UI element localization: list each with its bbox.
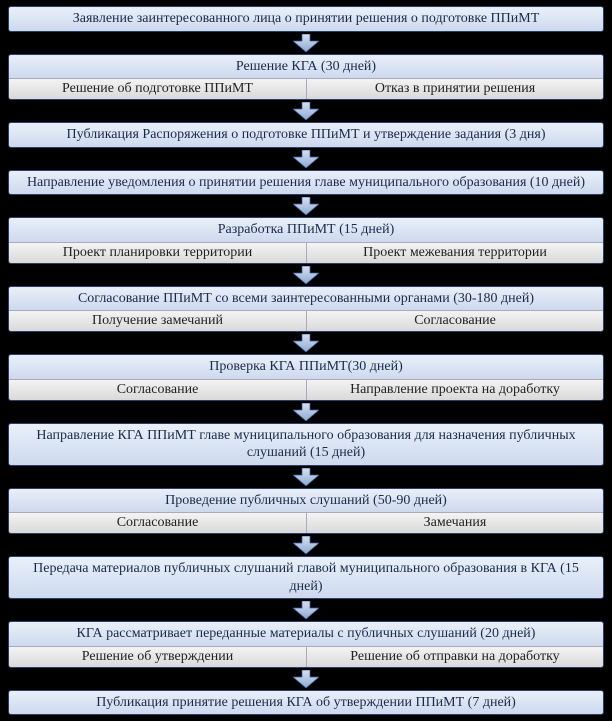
node-sub: Согласование xyxy=(9,379,306,400)
arrow-down-icon xyxy=(293,334,319,352)
node-sub: Решение об утверждении xyxy=(9,646,306,667)
node-subrow: Решение об утверждении Решение об отправ… xyxy=(9,646,603,667)
node-subrow: Согласование Замечания xyxy=(9,512,603,533)
node-sub: Направление проекта на доработку xyxy=(306,379,603,400)
node-title: Решение КГА (30 дней) xyxy=(9,55,603,79)
node-subrow: Получение замечаний Согласование xyxy=(9,310,603,331)
flow-node: Публикация принятие решения КГА об утвер… xyxy=(8,690,604,716)
node-subrow: Согласование Направление проекта на дора… xyxy=(9,379,603,400)
arrow-down-icon xyxy=(293,102,319,120)
arrow-down-icon xyxy=(293,150,319,168)
node-title: Направление уведомления о принятии решен… xyxy=(9,171,603,195)
node-sub: Решение об отправки на доработку xyxy=(306,646,603,667)
arrow-down-icon xyxy=(293,670,319,688)
node-subrow: Решение об подготовке ППиМТ Отказ в прин… xyxy=(9,78,603,99)
node-sub: Проект межевания территории xyxy=(306,242,603,263)
flow-node: КГА рассматривает переданные материалы с… xyxy=(8,621,604,668)
flow-node: Направление уведомления о принятии решен… xyxy=(8,170,604,196)
arrow-down-icon xyxy=(293,197,319,215)
node-sub: Отказ в принятии решения xyxy=(306,78,603,99)
flow-node: Решение КГА (30 дней) Решение об подгото… xyxy=(8,54,604,101)
flow-node: Согласование ППиМТ со всеми заинтересова… xyxy=(8,286,604,333)
arrow-down-icon xyxy=(293,403,319,421)
node-title: Проверка КГА ППиМТ(30 дней) xyxy=(9,355,603,379)
arrow-down-icon xyxy=(293,266,319,284)
flowchart-canvas: Заявление заинтересованного лица о приня… xyxy=(0,0,612,721)
node-title: Передача материалов публичных слушаний г… xyxy=(9,557,603,598)
flow-node: Заявление заинтересованного лица о приня… xyxy=(8,6,604,32)
node-sub: Получение замечаний xyxy=(9,310,306,331)
flow-node: Проведение публичных слушаний (50-90 дне… xyxy=(8,488,604,535)
node-subrow: Проект планировки территории Проект меже… xyxy=(9,242,603,263)
node-sub: Замечания xyxy=(306,512,603,533)
arrow-down-icon xyxy=(293,601,319,619)
node-title: Разработка ППиМТ (15 дней) xyxy=(9,218,603,242)
node-sub: Согласование xyxy=(306,310,603,331)
node-sub: Проект планировки территории xyxy=(9,242,306,263)
node-title: Направление КГА ППиМТ главе муниципально… xyxy=(9,424,603,465)
node-sub: Решение об подготовке ППиМТ xyxy=(9,78,306,99)
node-title: Публикация принятие решения КГА об утвер… xyxy=(9,691,603,715)
node-title: Проведение публичных слушаний (50-90 дне… xyxy=(9,489,603,513)
flow-node: Разработка ППиМТ (15 дней) Проект планир… xyxy=(8,217,604,264)
node-title: Согласование ППиМТ со всеми заинтересова… xyxy=(9,287,603,311)
flow-node: Публикация Распоряжения о подготовке ППи… xyxy=(8,122,604,148)
flow-node: Направление КГА ППиМТ главе муниципально… xyxy=(8,423,604,466)
arrow-down-icon xyxy=(293,34,319,52)
node-sub: Согласование xyxy=(9,512,306,533)
arrow-down-icon xyxy=(293,536,319,554)
flow-node: Передача материалов публичных слушаний г… xyxy=(8,556,604,599)
node-title: Публикация Распоряжения о подготовке ППи… xyxy=(9,123,603,147)
node-title: КГА рассматривает переданные материалы с… xyxy=(9,622,603,646)
flow-node: Проверка КГА ППиМТ(30 дней) Согласование… xyxy=(8,354,604,401)
node-title: Заявление заинтересованного лица о приня… xyxy=(9,7,603,31)
arrow-down-icon xyxy=(293,468,319,486)
